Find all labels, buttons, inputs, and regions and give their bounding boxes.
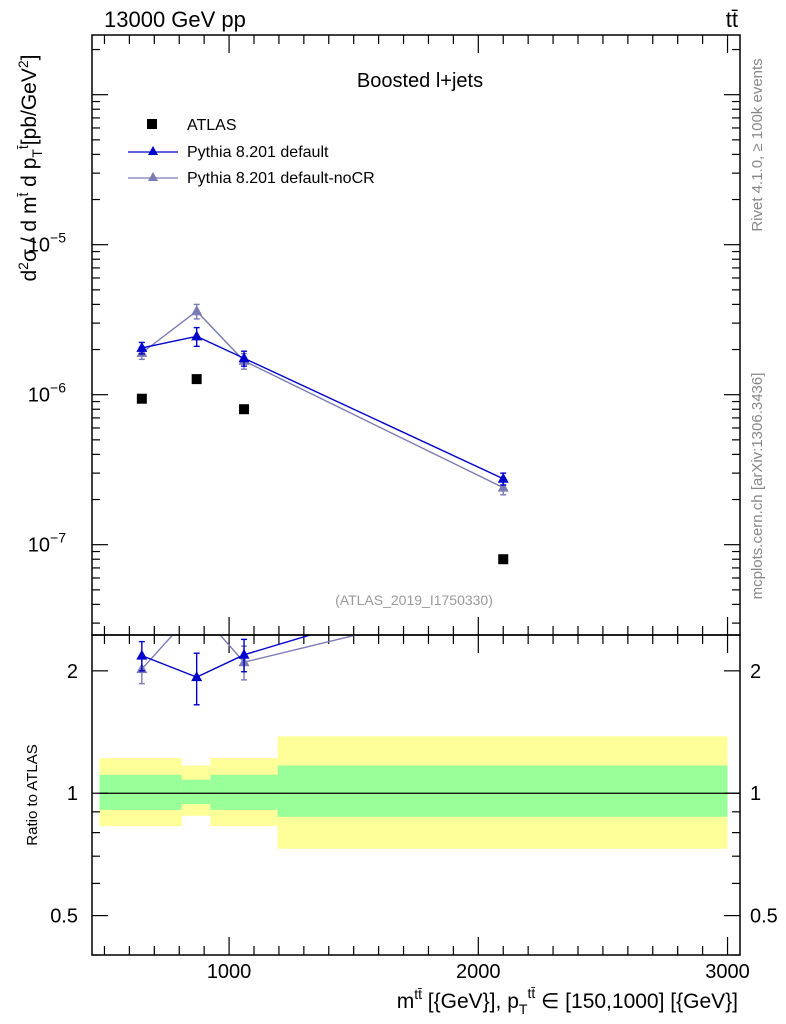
ratio-y-tick-label-left: 2 bbox=[67, 661, 78, 683]
ratio-y-tick-label-right: 1 bbox=[750, 783, 761, 805]
nocr-point bbox=[497, 481, 509, 492]
ratio-y-tick-label-right: 0.5 bbox=[750, 906, 778, 928]
analysis-watermark: (ATLAS_2019_I1750330) bbox=[335, 592, 493, 608]
ratio-nocr-point bbox=[498, 593, 509, 603]
main-x-ticks bbox=[103, 35, 729, 635]
legend-label-atlas: ATLAS bbox=[187, 117, 237, 134]
ratio-default-point bbox=[238, 648, 250, 659]
legend-label-nocr: Pythia 8.201 default-noCR bbox=[187, 170, 375, 187]
x-tick-label: 1000 bbox=[207, 961, 252, 983]
rivet-version-label: Rivet 4.1.0, ≥ 100k events bbox=[749, 58, 766, 231]
ratio-default-point bbox=[191, 671, 203, 682]
atlas-point bbox=[136, 393, 147, 404]
ratio-default-line bbox=[141, 635, 313, 678]
header-energy-label: 13000 GeV pp bbox=[104, 7, 246, 32]
ratio-uncertainty-bands bbox=[99, 736, 740, 849]
main-y-ticks: 10−7 10−6 10−5 bbox=[28, 48, 740, 624]
ratio-band-inner bbox=[277, 765, 728, 817]
default-point bbox=[191, 330, 203, 341]
atlas-point bbox=[191, 374, 202, 385]
x-tick-label: 3000 bbox=[705, 961, 750, 983]
ratio-y-ticks: 0.5 0.5 1 1 2 2 bbox=[50, 661, 778, 956]
legend-marker-nocr bbox=[148, 172, 158, 181]
ratio-default-point bbox=[136, 649, 148, 660]
ratio-panel: 0.5 0.5 1 1 2 2 1000 2000 3000 Ratio to ATLAS m… bbox=[24, 571, 778, 1017]
atlas-point bbox=[498, 554, 509, 565]
ratio-y-tick-label-left: 1 bbox=[67, 783, 78, 805]
main-series-layer bbox=[136, 303, 509, 565]
nocr-point bbox=[191, 305, 203, 316]
ratio-x-ticks: 1000 2000 3000 bbox=[103, 635, 750, 983]
main-panel: 10−7 10−6 10−5 Boosted l+jets (ATLAS_2019_… bbox=[15, 34, 741, 636]
ratio-band-inner bbox=[99, 774, 182, 810]
main-y-axis-label: d2σ / d mt̄ d pTt̄[pb/GeV2] bbox=[15, 54, 45, 281]
ratio-y-axis-label: Ratio to ATLAS bbox=[24, 744, 41, 845]
ratio-nocr-point bbox=[191, 602, 202, 612]
main-y-tick-label: 10−6 bbox=[28, 380, 66, 407]
nocr-line bbox=[141, 310, 504, 489]
header-process-label: tt̄ bbox=[726, 7, 738, 32]
default-line bbox=[141, 335, 504, 480]
legend-label-default: Pythia 8.201 default bbox=[187, 144, 329, 161]
ratio-default-point bbox=[498, 571, 509, 581]
x-tick-label: 2000 bbox=[456, 961, 501, 983]
ratio-y-tick-label-left: 0.5 bbox=[50, 906, 78, 928]
ratio-band-inner bbox=[210, 774, 278, 810]
default-point bbox=[136, 341, 148, 352]
ratio-band-inner bbox=[181, 779, 211, 805]
legend: ATLAS Pythia 8.201 default Pythia 8.201 … bbox=[128, 117, 375, 187]
atlas-point bbox=[239, 404, 250, 415]
main-y-tick-label: 10−7 bbox=[28, 530, 66, 557]
legend-marker-atlas bbox=[147, 119, 157, 129]
default-point bbox=[497, 472, 509, 483]
default-point bbox=[238, 352, 250, 363]
chart-title: Boosted l+jets bbox=[357, 70, 483, 92]
ratio-y-tick-label-right: 2 bbox=[750, 661, 761, 683]
legend-marker-default bbox=[148, 146, 158, 155]
ratio-frame bbox=[91, 634, 741, 956]
mcplots-credit-label: mcplots.cern.ch [arXiv:1306.3436] bbox=[749, 373, 766, 600]
x-axis-label: mtt̄ [{GeV}], pTtt̄ ∈ [150,1000] [{GeV}] bbox=[397, 985, 738, 1017]
main-y-tick-label: 10−5 bbox=[28, 230, 66, 257]
